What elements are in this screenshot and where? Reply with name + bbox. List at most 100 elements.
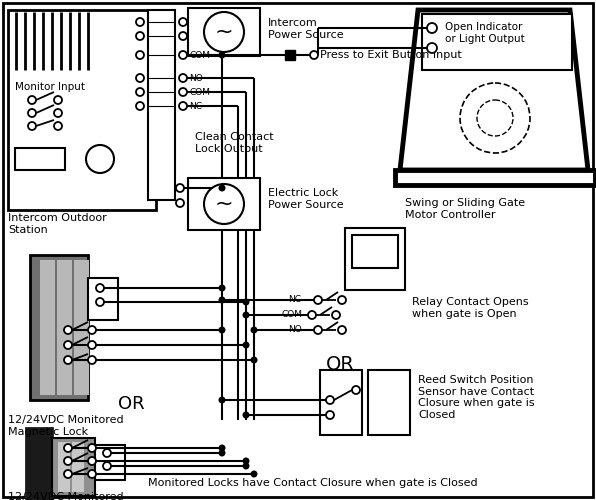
- Text: Intercom Outdoor: Intercom Outdoor: [8, 213, 107, 223]
- Circle shape: [204, 184, 244, 224]
- Circle shape: [219, 396, 225, 404]
- Circle shape: [250, 356, 257, 364]
- Circle shape: [427, 43, 437, 53]
- Circle shape: [136, 88, 144, 96]
- Circle shape: [219, 184, 225, 192]
- Text: NC: NC: [288, 295, 301, 304]
- Text: Station: Station: [8, 225, 48, 235]
- Circle shape: [64, 457, 72, 465]
- Circle shape: [179, 88, 187, 96]
- Text: NO: NO: [288, 325, 302, 334]
- Circle shape: [243, 298, 250, 306]
- Circle shape: [427, 23, 437, 33]
- Text: Swing or Sliding Gate
Motor Controller: Swing or Sliding Gate Motor Controller: [405, 198, 525, 220]
- Circle shape: [338, 296, 346, 304]
- Bar: [368, 370, 410, 435]
- Text: ~: ~: [215, 22, 233, 42]
- Bar: [188, 8, 260, 56]
- Circle shape: [136, 32, 144, 40]
- Bar: [320, 370, 362, 435]
- Circle shape: [88, 444, 96, 452]
- Circle shape: [219, 450, 225, 456]
- Circle shape: [338, 326, 346, 334]
- Bar: [395, 170, 595, 185]
- Text: Press to Exit Button Input: Press to Exit Button Input: [320, 50, 462, 60]
- Circle shape: [54, 96, 62, 104]
- Bar: [352, 235, 398, 268]
- Circle shape: [219, 52, 225, 59]
- Bar: [40, 260, 55, 395]
- Text: NO: NO: [189, 74, 203, 83]
- Circle shape: [314, 296, 322, 304]
- Bar: [8, 10, 156, 210]
- Circle shape: [219, 284, 225, 292]
- Circle shape: [204, 12, 244, 52]
- Circle shape: [460, 83, 530, 153]
- Circle shape: [219, 326, 225, 334]
- Bar: [88, 278, 118, 320]
- Circle shape: [352, 386, 360, 394]
- Text: Clean Contact
Lock Output: Clean Contact Lock Output: [195, 132, 274, 154]
- Text: COM: COM: [189, 51, 210, 60]
- Circle shape: [103, 462, 111, 470]
- Text: Reed Switch Position
Sensor have Contact
Closure when gate is
Closed: Reed Switch Position Sensor have Contact…: [418, 375, 535, 420]
- Text: Relay Contact Opens
when gate is Open: Relay Contact Opens when gate is Open: [412, 297, 529, 318]
- Circle shape: [136, 102, 144, 110]
- Circle shape: [88, 470, 96, 478]
- Text: OR: OR: [325, 355, 355, 374]
- Circle shape: [179, 18, 187, 26]
- Circle shape: [243, 342, 250, 348]
- Circle shape: [477, 100, 513, 136]
- Text: Intercom
Power Source: Intercom Power Source: [268, 18, 344, 40]
- Circle shape: [326, 411, 334, 419]
- Bar: [30, 255, 88, 400]
- Bar: [285, 50, 295, 60]
- Circle shape: [86, 145, 114, 173]
- Circle shape: [136, 18, 144, 26]
- Text: Electric Lock
Power Source: Electric Lock Power Source: [268, 188, 344, 210]
- Circle shape: [332, 311, 340, 319]
- Circle shape: [219, 296, 225, 304]
- Bar: [188, 178, 260, 230]
- Text: OR: OR: [118, 395, 145, 413]
- Circle shape: [88, 356, 96, 364]
- Circle shape: [310, 51, 318, 59]
- Circle shape: [179, 51, 187, 59]
- Circle shape: [54, 109, 62, 117]
- Circle shape: [64, 326, 72, 334]
- Bar: [57, 260, 72, 395]
- Circle shape: [64, 470, 72, 478]
- Circle shape: [28, 96, 36, 104]
- Bar: [95, 445, 125, 480]
- Circle shape: [243, 458, 250, 464]
- Text: Monitored Locks have Contact Closure when gate is Closed: Monitored Locks have Contact Closure whe…: [148, 478, 477, 488]
- Circle shape: [243, 462, 250, 469]
- Circle shape: [88, 326, 96, 334]
- Bar: [26, 428, 52, 500]
- Circle shape: [88, 457, 96, 465]
- Bar: [58, 442, 70, 492]
- Circle shape: [88, 341, 96, 349]
- Polygon shape: [400, 10, 588, 170]
- Text: Open Indicator
or Light Output: Open Indicator or Light Output: [445, 22, 524, 44]
- Text: 12/24VDC Monitored
Electric Strike Lock: 12/24VDC Monitored Electric Strike Lock: [8, 492, 123, 500]
- Bar: [422, 14, 572, 70]
- Circle shape: [308, 311, 316, 319]
- Circle shape: [176, 199, 184, 207]
- Circle shape: [103, 449, 111, 457]
- Circle shape: [326, 396, 334, 404]
- Circle shape: [64, 341, 72, 349]
- Circle shape: [243, 312, 250, 318]
- Circle shape: [136, 51, 144, 59]
- Circle shape: [64, 444, 72, 452]
- Circle shape: [314, 326, 322, 334]
- Text: Monitor Input: Monitor Input: [15, 82, 85, 92]
- Circle shape: [28, 122, 36, 130]
- Circle shape: [136, 74, 144, 82]
- Circle shape: [96, 284, 104, 292]
- Text: 12/24VDC Monitored
Magnetic Lock: 12/24VDC Monitored Magnetic Lock: [8, 415, 123, 436]
- Bar: [52, 438, 95, 496]
- Circle shape: [96, 298, 104, 306]
- Text: COM: COM: [189, 88, 210, 97]
- Circle shape: [179, 74, 187, 82]
